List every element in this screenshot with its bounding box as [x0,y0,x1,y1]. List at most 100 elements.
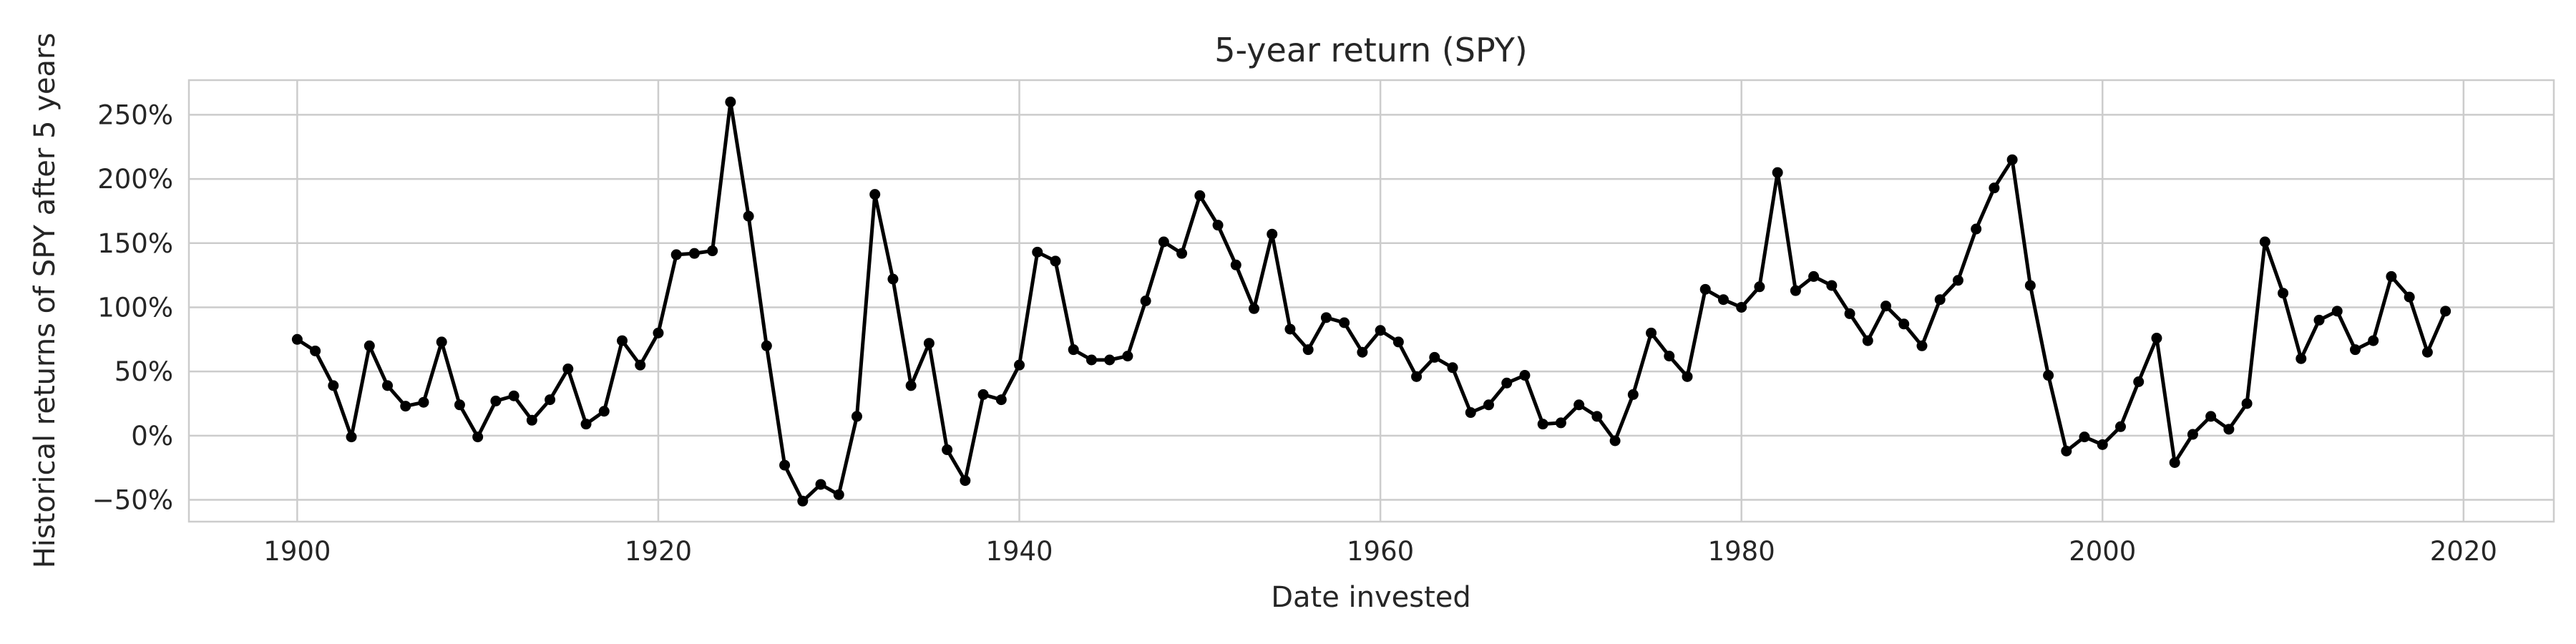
data-point [670,249,682,260]
data-point [743,210,754,222]
data-point [725,96,736,107]
data-point [2205,411,2217,422]
data-point [2278,288,2289,299]
data-point [1664,351,1675,362]
grid [189,80,2554,522]
data-point [1627,389,1639,400]
data-point [1104,354,1116,366]
y-tick-label: 0% [131,421,173,452]
data-point [1934,294,1946,306]
data-point [1682,371,1693,382]
data-point [2223,424,2235,435]
data-point [1411,371,1423,382]
data-point [688,248,700,259]
data-point [653,327,664,338]
data-point [779,459,791,471]
data-point [1646,327,1657,338]
data-point [1140,296,1151,306]
data-point [1574,399,1585,411]
data-point [1483,399,1494,411]
data-point [1826,280,1838,291]
data-point [797,495,809,507]
data-point [364,340,375,351]
data-point [1032,246,1043,258]
data-point [580,419,592,430]
data-point [887,273,899,285]
data-point [1194,190,1206,201]
data-point [1989,182,2000,194]
x-axis-ticks: 1900 1920 1940 1960 1980 2000 2020 [263,536,2497,567]
data-point [2386,270,2397,282]
y-tick-label: 100% [97,292,173,323]
data-point [815,479,826,490]
data-point [1014,359,1025,371]
data-point [490,395,502,406]
data-point [707,245,718,257]
data-point [454,399,465,411]
data-point [1267,228,1278,240]
y-axis-label: Historical returns of SPY after 5 years [29,33,62,569]
data-point [1916,340,1928,351]
data-point [2404,291,2415,303]
data-point [400,401,411,412]
data-point [1212,220,1224,231]
data-point [1392,336,1404,348]
data-point [1158,236,1169,248]
data-point [1717,294,1729,306]
data-point [291,333,303,345]
data-point [1555,417,1566,429]
data-point [851,411,862,422]
data-point [2187,429,2198,440]
data-point [761,340,772,351]
data-point [2313,314,2325,326]
data-point [1862,335,1873,346]
data-point [869,189,881,200]
data-point [2024,280,2036,291]
data-point [1050,255,1061,267]
data-point [1429,351,1440,363]
series-layer [291,96,2451,507]
data-point [2151,333,2162,344]
data-point [382,380,394,391]
data-point [2043,370,2054,381]
data-point [1176,248,1188,259]
x-axis-label: Date invested [1271,581,1471,614]
x-tick-label: 1900 [263,536,331,567]
data-point [1772,167,1783,178]
data-point [923,338,935,349]
chart-title: 5-year return (SPY) [1214,31,1528,69]
data-point [1230,259,1241,270]
x-tick-label: 2000 [2069,536,2136,567]
y-tick-label: 200% [97,164,173,195]
data-point [2079,431,2090,443]
data-point [1085,354,1097,366]
data-point [2259,236,2270,248]
data-point [2006,154,2018,165]
data-point [1357,346,1368,358]
y-tick-label: −50% [92,485,173,516]
data-point [2331,306,2343,317]
data-point [436,336,447,348]
data-point [545,394,556,406]
data-point [1754,281,1765,293]
data-point [1609,435,1621,447]
data-point [1375,325,1386,336]
data-point [1808,270,1820,282]
data-point [2241,398,2253,409]
data-point [1519,370,1531,381]
data-point [2169,457,2180,468]
data-point [1790,285,1801,296]
data-point [960,475,971,487]
data-point [2061,445,2072,457]
x-tick-label: 1920 [625,536,692,567]
data-point [1447,362,1458,374]
data-point [1537,419,1548,430]
data-point [1736,301,1747,313]
data-point [598,406,610,417]
data-point [508,390,519,401]
data-point [310,345,321,356]
data-point [1971,223,1982,235]
data-point [1465,407,1476,419]
data-point [635,359,646,371]
y-tick-label: 50% [114,356,173,387]
